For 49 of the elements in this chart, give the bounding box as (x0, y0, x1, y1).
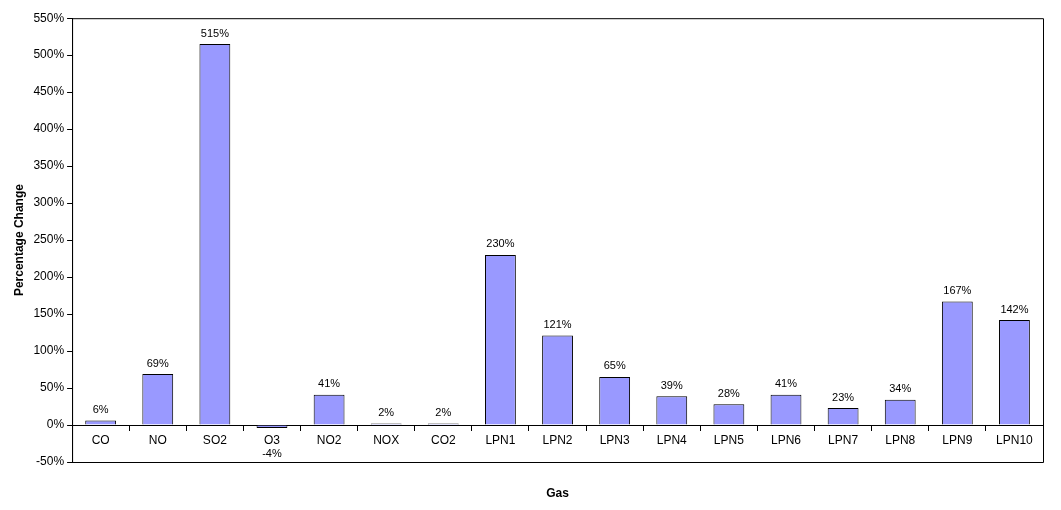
data-label: -4% (262, 446, 282, 459)
data-label: 28% (717, 386, 741, 399)
y-tick-label: 50% (40, 380, 65, 395)
x-tick-label: CO (91, 432, 110, 447)
y-tick-label: 400% (33, 121, 65, 136)
y-tick-label: -50% (36, 454, 65, 469)
x-tick-label: LPN5 (713, 432, 745, 447)
data-label: 6% (92, 403, 109, 416)
data-label: 69% (146, 356, 169, 369)
y-axis-title: Percentage Change (11, 183, 26, 297)
y-tick-label: 0% (46, 417, 65, 432)
x-tick-label: NOX (373, 432, 400, 447)
data-label: 121% (543, 318, 572, 331)
data-label: 2% (435, 406, 452, 419)
data-label: 2% (378, 406, 395, 419)
x-tick-label: LPN3 (599, 432, 630, 447)
y-tick-label: 100% (33, 343, 65, 358)
y-tick-label: 350% (33, 158, 65, 173)
data-label: 41% (774, 377, 798, 390)
x-tick-label: O3 (263, 432, 281, 447)
y-tick-label: 500% (33, 47, 65, 62)
data-label: 230% (486, 237, 515, 250)
data-label: 142% (1000, 302, 1029, 315)
y-tick-label: 150% (33, 306, 65, 321)
x-tick-label: LPN10 (996, 432, 1034, 447)
x-tick-label: LPN9 (942, 432, 973, 447)
x-axis-title: Gas (546, 486, 570, 501)
data-label: 34% (889, 382, 912, 395)
data-label: 23% (832, 390, 855, 403)
y-tick-label: 450% (33, 84, 65, 99)
data-label: 39% (660, 378, 683, 391)
x-tick-label: NO (148, 432, 167, 447)
y-tick-label: 300% (33, 195, 65, 210)
x-tick-label: LPN7 (828, 432, 859, 447)
y-tick-label: 250% (33, 232, 65, 247)
x-tick-label: LPN1 (485, 432, 516, 447)
y-tick-label: 550% (33, 10, 65, 25)
x-tick-label: NO2 (316, 432, 342, 447)
x-tick-label: LPN4 (656, 432, 688, 447)
x-tick-label: LPN6 (770, 432, 802, 447)
x-tick-label: SO2 (202, 432, 228, 447)
data-label: 515% (200, 26, 230, 39)
data-label: 167% (943, 284, 972, 297)
data-label: 41% (318, 377, 341, 390)
x-tick-label: CO2 (430, 432, 456, 447)
x-tick-label: LPN8 (885, 432, 916, 447)
y-tick-label: 200% (33, 269, 65, 284)
x-tick-label: LPN2 (542, 432, 573, 447)
data-label: 65% (603, 359, 626, 372)
